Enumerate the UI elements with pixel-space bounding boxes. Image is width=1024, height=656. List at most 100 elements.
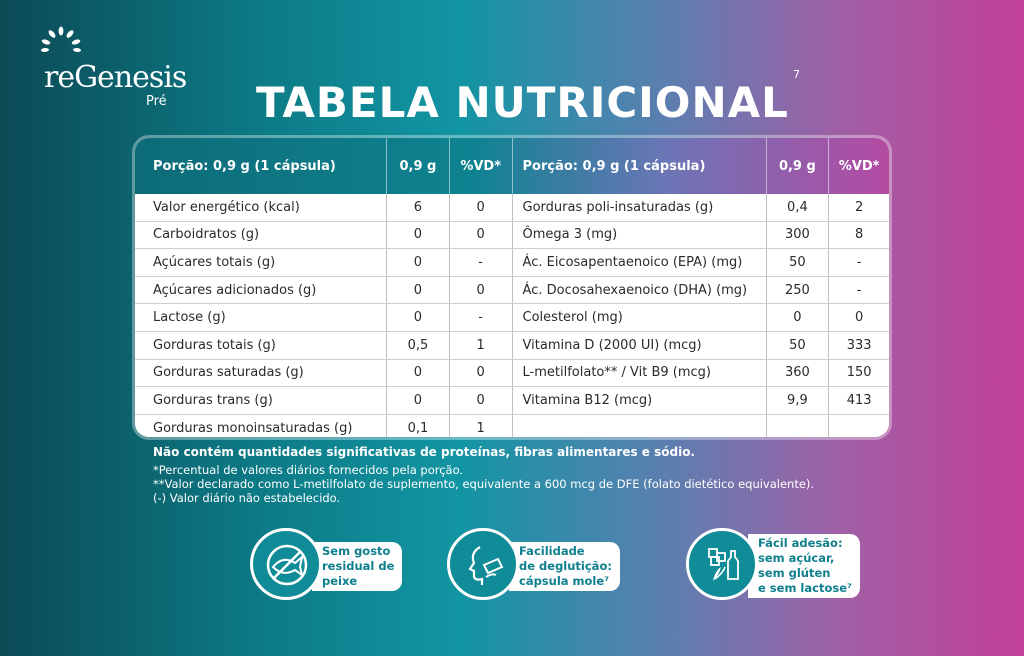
page-title-text: TABELA NUTRICIONAL bbox=[256, 78, 789, 127]
badge-swallow: Facilidade de deglutição: cápsula mole⁷ bbox=[447, 528, 627, 602]
nutrient-name: Valor energético (kcal) bbox=[135, 194, 388, 221]
nutrient-name bbox=[513, 414, 767, 437]
nutrient-vd: - bbox=[450, 304, 513, 331]
badge-label: Facilidade de deglutição: cápsula mole⁷ bbox=[509, 542, 620, 591]
nutrient-name: Gorduras saturadas (g) bbox=[135, 359, 388, 387]
badge-line: de deglutição: bbox=[519, 559, 612, 573]
nutrient-amount: 0 bbox=[387, 276, 450, 304]
nutrient-vd bbox=[829, 415, 889, 437]
badge-line: Sem gosto bbox=[322, 544, 391, 558]
badge-line: residual de bbox=[322, 559, 395, 573]
nutrient-amount: 300 bbox=[767, 221, 830, 249]
nutrient-vd: 1 bbox=[450, 331, 513, 359]
table-header: Porção: 0,9 g (1 cápsula) 0,9 g %VD* Por… bbox=[135, 138, 889, 194]
footnote-line: (-) Valor diário não estabelecido. bbox=[153, 491, 341, 505]
badge-circle bbox=[686, 528, 758, 600]
nutrient-vd: 0 bbox=[450, 194, 513, 221]
footnote-line: **Valor declarado como L-metilfolato de … bbox=[153, 477, 815, 491]
nutrient-name: Açúcares totais (g) bbox=[135, 249, 388, 276]
header-portion-left: Porção: 0,9 g (1 cápsula) bbox=[135, 138, 388, 194]
badge-label: Fácil adesão: sem açúcar, sem glúten e s… bbox=[748, 534, 861, 598]
nutrient-name: Vitamina D (2000 UI) (mcg) bbox=[513, 331, 767, 359]
badge-line: sem glúten bbox=[758, 566, 831, 580]
nutrient-name: Gorduras trans (g) bbox=[135, 387, 388, 414]
nutrient-name: Ác. Eicosapentaenoico (EPA) (mg) bbox=[513, 249, 767, 276]
badge-line: sem açúcar, bbox=[758, 551, 835, 565]
table-row: Valor energético (kcal) 6 0 Gorduras poli-i… bbox=[135, 194, 889, 222]
nutrient-name: Gorduras totais (g) bbox=[135, 331, 388, 359]
nutrient-amount: 50 bbox=[767, 249, 830, 276]
nutrient-amount: 0 bbox=[387, 387, 450, 414]
nutrient-vd: - bbox=[856, 254, 862, 270]
badge-no-fish-taste: Sem gosto residual de peixe bbox=[250, 528, 410, 602]
badge-line: cápsula mole⁷ bbox=[519, 574, 610, 588]
nutrient-vd: 0 bbox=[450, 221, 513, 249]
nutrient-amount: 0,5 bbox=[387, 331, 450, 359]
nutrient-amount: 360 bbox=[767, 359, 830, 387]
badge-line: Fácil adesão: bbox=[758, 536, 843, 550]
header-vd-left: %VD* bbox=[450, 138, 513, 194]
badge-free-from: Fácil adesão: sem açúcar, sem glúten e s… bbox=[686, 528, 886, 602]
table-row: Lactose (g) 0- Colesterol (mg) 0 0 bbox=[135, 304, 889, 332]
nutrient-vd: 0 bbox=[855, 310, 864, 326]
nutrient-amount: 0,1 bbox=[387, 414, 450, 437]
header-portion-right: Porção: 0,9 g (1 cápsula) bbox=[513, 138, 767, 194]
footnote-line: *Percentual de valores diários fornecido… bbox=[153, 463, 464, 477]
header-amount-right: 0,9 g bbox=[767, 138, 830, 194]
badge-label: Sem gosto residual de peixe bbox=[312, 542, 403, 591]
nutrient-amount: 0 bbox=[387, 221, 450, 249]
table-row: Carboidratos (g) 0 0 Ômega 3 (mg) 300 8 bbox=[135, 221, 889, 250]
nutrient-name: Vitamina B12 (mcg) bbox=[513, 387, 767, 414]
table-row: Gorduras monoinsaturadas (g) 0,1 1 bbox=[135, 414, 889, 437]
nutrient-vd: 0 bbox=[450, 359, 513, 387]
header-amount-left: 0,9 g bbox=[387, 138, 450, 194]
nutrient-vd: 0 bbox=[450, 276, 513, 304]
nutrient-name: Ác. Docosahexaenoico (DHA) (mg) bbox=[513, 276, 767, 304]
sugar-gluten-lactose-free-icon bbox=[708, 548, 739, 581]
nutrient-amount: 50 bbox=[767, 331, 830, 359]
nutrient-vd: 413 bbox=[846, 392, 872, 408]
footnotes: Não contém quantidades significativas de… bbox=[153, 445, 814, 505]
title-superscript: 7 bbox=[792, 68, 801, 81]
sun-icon bbox=[41, 26, 81, 53]
nutrient-name: Lactose (g) bbox=[135, 304, 388, 331]
table-row: Açúcares totais (g) 0- Ác. Eicosapentaenoi… bbox=[135, 249, 889, 277]
nutrient-vd: 1 bbox=[450, 414, 513, 437]
brand-sub: Pré bbox=[146, 94, 167, 109]
badge-circle bbox=[250, 528, 322, 600]
nutrient-name: Gorduras monoinsaturadas (g) bbox=[135, 414, 388, 437]
badge-line: peixe bbox=[322, 574, 358, 588]
nutrient-amount: 250 bbox=[767, 276, 830, 304]
badge-line: Facilidade bbox=[519, 544, 585, 558]
nutrient-amount bbox=[767, 414, 830, 437]
nutrient-vd: 0 bbox=[450, 387, 513, 414]
badge-line: e sem lactose⁷ bbox=[758, 581, 853, 595]
nutrient-vd: 2 bbox=[855, 199, 864, 215]
nutrient-vd: - bbox=[856, 282, 862, 298]
nutrient-name: Açúcares adicionados (g) bbox=[135, 276, 388, 304]
nutrient-amount: 0 bbox=[767, 304, 830, 331]
nutrient-vd: - bbox=[450, 249, 513, 276]
table-row: Açúcares adicionados (g) 0 0 Ác. Docosahexa… bbox=[135, 276, 889, 305]
nutrient-name: Gorduras poli-insaturadas (g) bbox=[513, 194, 767, 221]
table-row: Gorduras totais (g) 0,5 1 Vitamina D (2000 … bbox=[135, 331, 889, 360]
header-vd-right: %VD* bbox=[838, 158, 880, 174]
nutrient-name: Carboidratos (g) bbox=[135, 221, 388, 249]
nutrient-vd: 150 bbox=[846, 365, 872, 381]
nutrient-vd: 8 bbox=[855, 227, 864, 243]
brand-name: reGenesis bbox=[44, 60, 187, 95]
nutrition-table: Porção: 0,9 g (1 cápsula) 0,9 g %VD* Por… bbox=[135, 138, 889, 437]
nutrient-amount: 6 bbox=[387, 194, 450, 221]
nutrient-amount: 0,4 bbox=[767, 194, 830, 221]
table-row: Gorduras saturadas (g) 0 0 L-metilfolato** … bbox=[135, 359, 889, 388]
swallow-icon bbox=[468, 546, 504, 585]
nutrient-name: L-metilfolato** / Vit B9 (mcg) bbox=[513, 359, 767, 387]
table-row: Gorduras trans (g) 0 0 Vitamina B12 (mcg) 9,… bbox=[135, 387, 889, 415]
nutrient-name: Ômega 3 (mg) bbox=[513, 221, 767, 249]
footnote-bold: Não contém quantidades significativas de… bbox=[153, 445, 695, 459]
nutrient-name: Colesterol (mg) bbox=[513, 304, 767, 331]
nutrient-vd: 333 bbox=[846, 337, 872, 353]
badge-circle bbox=[447, 528, 519, 600]
nutrient-amount: 0 bbox=[387, 249, 450, 276]
